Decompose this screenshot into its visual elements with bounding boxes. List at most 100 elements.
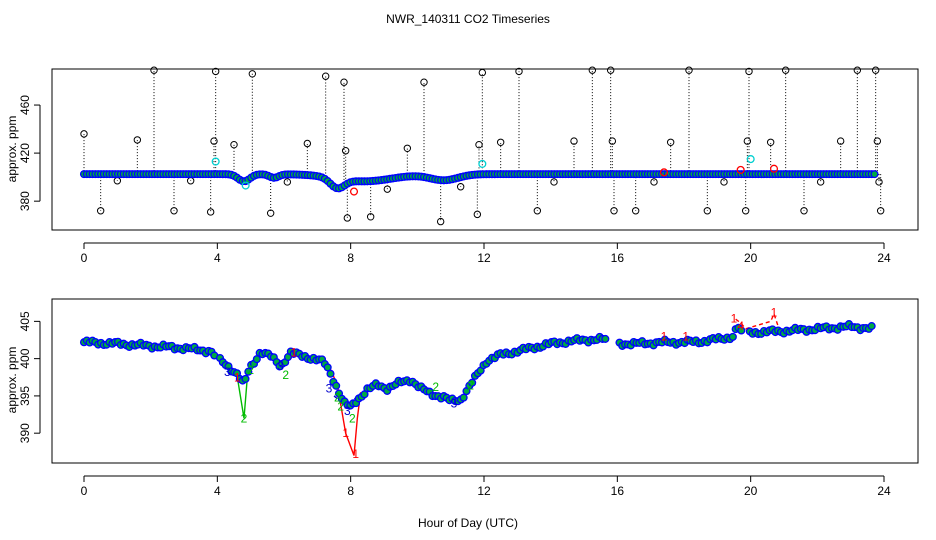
spike-point <box>478 68 487 77</box>
flag-label: 2 <box>349 411 356 425</box>
flag-label: 1 <box>352 447 359 461</box>
flag-label: 3 <box>451 396 458 410</box>
spike-point <box>781 66 790 74</box>
flag-label: 3 <box>224 365 231 379</box>
y-tick-label: 405 <box>18 311 32 331</box>
spike-point <box>248 70 257 78</box>
series-line-red-dashed <box>735 311 780 330</box>
spike-point <box>853 66 862 74</box>
spike-point <box>800 207 808 215</box>
x-tick-label: 16 <box>611 484 625 498</box>
spike-point <box>720 178 728 186</box>
spike-point <box>608 137 617 145</box>
x-tick-label: 12 <box>477 251 491 265</box>
flag-point <box>211 157 220 166</box>
spike-point <box>685 66 693 74</box>
spike-point <box>875 178 883 186</box>
x-tick-label: 0 <box>81 484 88 498</box>
data-point <box>332 381 341 390</box>
x-tick-label: 24 <box>877 251 891 265</box>
spike-point <box>133 136 142 144</box>
spike-point <box>341 147 350 155</box>
spike-point <box>475 140 483 149</box>
flag-label: 2 <box>337 399 344 413</box>
flag-point <box>241 181 250 190</box>
spike-point <box>496 138 505 146</box>
x-tick-label: 12 <box>477 484 491 498</box>
spike-point <box>210 137 218 145</box>
y-tick-label: 395 <box>18 386 32 406</box>
data-point <box>867 322 876 331</box>
flag-point <box>659 168 669 177</box>
spike-point <box>606 66 615 74</box>
data-point <box>870 170 879 179</box>
bottom-points <box>79 320 876 410</box>
flag-label: 1 <box>291 346 298 360</box>
plot-frame-top <box>51 68 919 231</box>
flag-label: 4 <box>737 319 744 333</box>
spike-point <box>403 144 412 152</box>
data-point <box>601 334 610 343</box>
flag-label: 1 <box>234 370 241 384</box>
chart-title: NWR_140311 CO2 Timeseries <box>386 12 550 26</box>
flag-label: 1 <box>661 329 668 343</box>
spike-point <box>343 214 352 222</box>
x-tick-label: 4 <box>214 484 221 498</box>
spike-point <box>588 66 597 74</box>
flag-label: 3 <box>277 359 284 373</box>
y-tick-label: 400 <box>18 348 32 368</box>
spike-point <box>303 139 312 148</box>
spike-point <box>321 72 330 80</box>
spike-point <box>610 207 618 215</box>
spike-point <box>533 207 542 215</box>
spike-point <box>741 207 750 215</box>
spike-point <box>340 78 348 86</box>
flag-label: 1 <box>731 311 738 325</box>
x-tick-label: 24 <box>877 484 891 498</box>
spike-point <box>631 207 640 215</box>
data-point <box>241 374 250 383</box>
data-point <box>468 378 477 387</box>
flag-label: 2 <box>334 390 341 404</box>
flag-point <box>746 155 755 164</box>
spike-point <box>283 178 292 186</box>
x-tick-label: 4 <box>214 251 221 265</box>
spike-point <box>230 140 238 149</box>
spike-point <box>206 208 215 216</box>
spike-point <box>473 210 482 219</box>
spike-point <box>766 138 775 146</box>
spike-point <box>266 209 275 217</box>
flag-point <box>769 164 779 173</box>
panel-top: 0 4 8 12 16 20 24 380 420 460 approx. ppm <box>5 66 919 265</box>
spike-point <box>745 67 753 76</box>
x-tick-label: 8 <box>347 484 354 498</box>
spike-point <box>836 137 845 145</box>
data-point <box>728 332 737 341</box>
y-axis-label-top: approx. ppm <box>5 116 19 183</box>
x-tick-label: 16 <box>611 251 625 265</box>
flag-label: 3 <box>326 381 333 395</box>
spike-point <box>96 207 105 215</box>
plot-frame-bottom <box>51 298 919 464</box>
spike-point <box>456 183 465 191</box>
data-point <box>326 369 335 378</box>
flag-point <box>478 159 487 168</box>
y-tick-label: 390 <box>18 423 32 443</box>
bottom-lines <box>236 311 780 456</box>
spike-point <box>170 207 178 215</box>
data-point <box>737 326 746 335</box>
spike-point <box>436 217 445 226</box>
spike-point <box>871 66 880 74</box>
data-point <box>323 363 332 372</box>
spike-point <box>420 78 428 86</box>
data-point <box>244 367 253 376</box>
spike-point <box>873 137 882 145</box>
y-tick-label: 380 <box>18 191 32 211</box>
flag-label: 2 <box>282 368 289 382</box>
spike-point <box>80 130 88 138</box>
spike-point <box>570 137 578 145</box>
spike-point <box>666 138 675 146</box>
